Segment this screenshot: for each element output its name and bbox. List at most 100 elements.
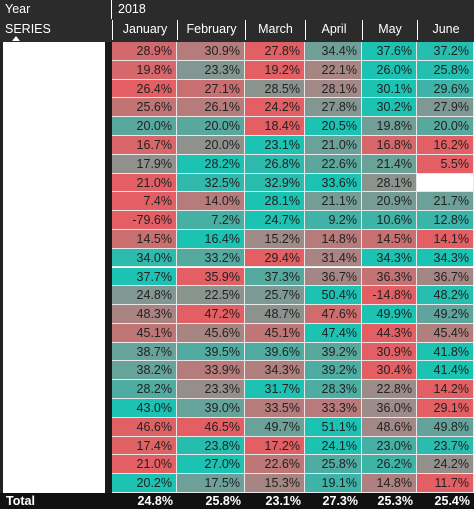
value-cell: 30.4% [362, 361, 417, 381]
month-header[interactable]: March [245, 20, 305, 40]
value-cell: 23.8% [177, 436, 245, 456]
value-cell: 33.5% [245, 399, 305, 418]
value-cell: 24.8% [112, 286, 177, 306]
value-cell: 39.2% [305, 342, 362, 362]
value-cell: 25.8% [417, 60, 474, 80]
value-cell: 19.2% [245, 60, 305, 80]
value-cell: 29.4% [245, 248, 305, 268]
value-cell: 46.5% [177, 417, 245, 437]
value-cell: 20.9% [362, 192, 417, 212]
value-cell: 27.8% [245, 42, 305, 61]
value-cell [417, 173, 474, 193]
value-cell: 37.6% [362, 42, 417, 61]
month-header[interactable]: February [177, 20, 245, 40]
value-cell: 21.4% [362, 154, 417, 174]
value-cell: 29.6% [417, 79, 474, 99]
value-cell: 26.0% [362, 60, 417, 80]
value-cell: 27.8% [305, 98, 362, 118]
value-cell: 41.8% [417, 342, 474, 362]
value-cell: 15.3% [245, 474, 305, 493]
value-cell: 32.9% [245, 173, 305, 193]
value-cell: 35.9% [177, 267, 245, 287]
value-cell: 36.3% [362, 267, 417, 287]
value-cell: -79.6% [112, 211, 177, 230]
total-cell: 23.1% [245, 493, 305, 509]
value-cell: 19.8% [362, 117, 417, 136]
value-cell: 30.1% [362, 79, 417, 99]
value-cell: 43.0% [112, 399, 177, 418]
value-cell: 14.0% [177, 192, 245, 212]
value-cell: 16.4% [177, 229, 245, 249]
value-cell: 47.4% [305, 323, 362, 343]
value-cell: 26.4% [112, 79, 177, 99]
value-cell: 45.4% [417, 323, 474, 343]
value-cell: 26.1% [177, 98, 245, 118]
value-cell: -14.8% [362, 286, 417, 306]
month-header[interactable]: January [112, 20, 177, 40]
value-cell: 21.7% [417, 192, 474, 212]
value-cell: 20.0% [177, 135, 245, 155]
total-cell: 25.4% [417, 493, 474, 509]
value-cell: 16.8% [362, 135, 417, 155]
value-cell: 23.3% [177, 60, 245, 80]
value-cell: 44.3% [362, 323, 417, 343]
value-cell: 12.8% [417, 211, 474, 230]
value-cell: 34.0% [112, 248, 177, 268]
value-cell: 27.1% [177, 79, 245, 99]
value-cell: 34.3% [245, 361, 305, 381]
value-cell: 30.9% [177, 42, 245, 61]
month-header[interactable]: May [362, 20, 417, 40]
value-cell: 39.5% [177, 342, 245, 362]
value-cell: 34.4% [305, 42, 362, 61]
value-cell: 26.2% [362, 455, 417, 475]
value-cell: 9.2% [305, 211, 362, 230]
value-cell: 14.1% [417, 229, 474, 249]
month-header[interactable]: June [417, 20, 474, 40]
value-cell: 47.6% [305, 305, 362, 324]
row-field-label: Year [5, 0, 105, 19]
value-cell: 7.2% [177, 211, 245, 230]
value-cell: 24.1% [305, 436, 362, 456]
series-header[interactable]: SERIES [5, 20, 105, 38]
value-cell: 25.8% [305, 455, 362, 475]
value-cell: 46.6% [112, 417, 177, 437]
value-cell: 23.3% [177, 380, 245, 400]
value-cell: 33.6% [305, 173, 362, 193]
value-cell: 29.1% [417, 399, 474, 418]
value-cell: 19.1% [305, 474, 362, 493]
total-cell: 24.8% [112, 493, 177, 509]
value-cell: 22.8% [362, 380, 417, 400]
value-cell: 10.6% [362, 211, 417, 230]
value-cell: 24.2% [245, 98, 305, 118]
sort-arrow [12, 36, 20, 41]
value-cell: 48.6% [362, 417, 417, 437]
value-cell: 23.0% [362, 436, 417, 456]
value-cell: 28.1% [305, 79, 362, 99]
value-cell: 38.2% [112, 361, 177, 381]
value-cell: 49.9% [362, 305, 417, 324]
value-cell: 22.5% [177, 286, 245, 306]
value-cell: 14.5% [362, 229, 417, 249]
month-header[interactable]: April [305, 20, 362, 40]
value-cell: 21.0% [112, 173, 177, 193]
value-cell: 32.5% [177, 173, 245, 193]
value-cell: 21.0% [305, 135, 362, 155]
value-cell: 47.2% [177, 305, 245, 324]
row-header-divider [105, 42, 112, 493]
value-cell: 37.7% [112, 267, 177, 287]
value-cell: 28.9% [112, 42, 177, 61]
value-cell: 34.3% [417, 248, 474, 268]
value-cell: 45.1% [245, 323, 305, 343]
value-cell: 20.5% [305, 117, 362, 136]
value-cell: 27.9% [417, 98, 474, 118]
value-cell: 22.6% [245, 455, 305, 475]
value-cell: 49.2% [417, 305, 474, 324]
value-cell: 15.2% [245, 229, 305, 249]
total-cell: 25.8% [177, 493, 245, 509]
value-cell: 16.2% [417, 135, 474, 155]
value-cell: 21.0% [112, 455, 177, 475]
value-cell: 18.4% [245, 117, 305, 136]
value-cell: 21.1% [305, 192, 362, 212]
value-cell: 48.2% [417, 286, 474, 306]
